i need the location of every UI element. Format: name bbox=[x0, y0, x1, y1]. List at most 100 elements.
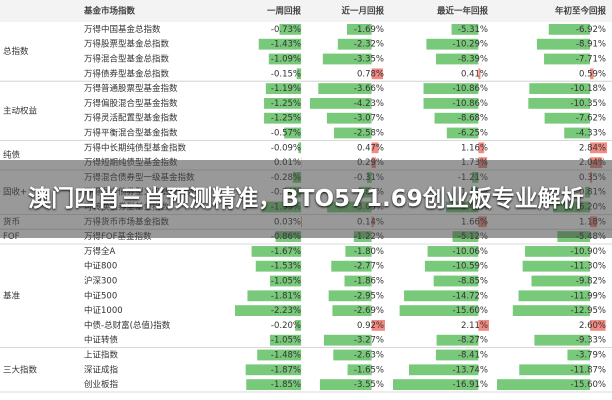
data-bar bbox=[478, 320, 489, 331]
index-name: 万得普通股票型基金指数 bbox=[84, 83, 178, 94]
index-name: 万得偏股混合型基金指数 bbox=[84, 98, 178, 109]
value-label: -4.33% bbox=[576, 129, 606, 139]
value-label: 0.92% bbox=[357, 321, 384, 331]
data-bar bbox=[264, 112, 302, 124]
data-bar bbox=[590, 320, 606, 331]
index-name: 深证成指 bbox=[84, 364, 119, 375]
index-name: 万得中国基金总指数 bbox=[84, 24, 161, 35]
value-label: 0.47% bbox=[357, 143, 384, 153]
value-label: -2.95% bbox=[354, 291, 384, 301]
data-bar bbox=[258, 38, 302, 50]
value-label: -3.55% bbox=[354, 380, 384, 390]
value-label: -3.35% bbox=[354, 55, 384, 65]
group-label: 主动权益 bbox=[3, 105, 38, 116]
data-bar bbox=[334, 127, 372, 139]
data-bar bbox=[251, 246, 302, 257]
value-label: 0.59% bbox=[579, 69, 606, 79]
index-name: 万得混合型基金总指数 bbox=[84, 54, 170, 65]
data-bar bbox=[531, 275, 591, 287]
data-bar bbox=[423, 98, 479, 109]
value-label: -10.86% bbox=[453, 99, 488, 109]
value-label: -0.15% bbox=[271, 69, 301, 79]
value-label: -1.09% bbox=[271, 55, 301, 65]
value-label: -10.90% bbox=[571, 247, 606, 257]
value-label: -7.62% bbox=[576, 114, 606, 124]
value-label: 2.11% bbox=[461, 321, 488, 331]
data-bar bbox=[332, 305, 372, 316]
value-label: -4.23% bbox=[354, 99, 384, 109]
data-bar bbox=[371, 142, 379, 154]
value-label: 0.78% bbox=[357, 69, 384, 79]
data-bar bbox=[544, 112, 591, 124]
data-bar bbox=[536, 38, 591, 50]
value-label: -3.27% bbox=[354, 336, 384, 346]
value-label: -11.99% bbox=[571, 291, 606, 301]
value-label: -11.30% bbox=[571, 262, 606, 272]
value-label: -14.72% bbox=[453, 291, 488, 301]
data-bar bbox=[310, 98, 372, 109]
value-label: -3.79% bbox=[576, 351, 606, 361]
group-label: 三大指数 bbox=[3, 364, 38, 375]
index-name: 上证指数 bbox=[84, 350, 119, 361]
value-label: -5.31% bbox=[458, 25, 488, 35]
data-bar bbox=[548, 24, 591, 35]
index-name: 中证500 bbox=[84, 290, 117, 301]
value-label: -2.23% bbox=[271, 306, 301, 316]
data-bar bbox=[525, 246, 591, 257]
index-name: 万得股票型基金总指数 bbox=[84, 39, 170, 50]
data-bar bbox=[434, 112, 479, 124]
index-name: 中债-总财富(总值)指数 bbox=[84, 320, 171, 331]
data-bar bbox=[564, 127, 591, 139]
data-bar bbox=[346, 24, 372, 35]
overlay-banner: 澳门四肖三肖预测精准，BTO571.69创业板专业解析 bbox=[0, 160, 612, 238]
value-label: 0.41% bbox=[461, 69, 488, 79]
value-label: -1.81% bbox=[271, 291, 301, 301]
value-label: -2.69% bbox=[354, 306, 384, 316]
data-bar bbox=[284, 127, 302, 139]
index-name: 沪深300 bbox=[84, 276, 117, 287]
value-label: -8.27% bbox=[458, 336, 488, 346]
data-bar bbox=[323, 334, 372, 346]
index-name: 万得平衡混合型基金指数 bbox=[84, 128, 178, 139]
data-bar bbox=[279, 24, 302, 35]
value-label: -8.41% bbox=[458, 351, 488, 361]
column-header: 年初至今回报 bbox=[555, 6, 607, 17]
data-bar bbox=[522, 260, 591, 272]
value-label: -2.32% bbox=[354, 40, 384, 50]
data-bar bbox=[371, 68, 383, 80]
data-bar bbox=[326, 112, 372, 124]
value-label: -2.63% bbox=[354, 351, 384, 361]
data-bar bbox=[433, 275, 479, 287]
value-label: -1.86% bbox=[354, 277, 384, 287]
value-label: -8.85% bbox=[458, 277, 488, 287]
value-label: -0.57% bbox=[271, 129, 301, 139]
data-bar bbox=[264, 98, 302, 109]
data-bar bbox=[528, 98, 591, 109]
column-header: 最近一年回报 bbox=[437, 6, 489, 17]
data-bar bbox=[451, 24, 479, 35]
value-label: -1.48% bbox=[271, 351, 301, 361]
overlay-title: 澳门四肖三肖预测精准，BTO571.69创业板专业解析 bbox=[28, 186, 584, 212]
index-name: 万得中长期纯债型基金指数 bbox=[84, 142, 187, 153]
group-label: 基准 bbox=[3, 290, 21, 301]
value-label: -0.09% bbox=[271, 143, 301, 153]
data-bar bbox=[347, 364, 372, 376]
value-label: -1.25% bbox=[271, 99, 301, 109]
value-label: -0.20% bbox=[271, 321, 301, 331]
value-label: -1.25% bbox=[271, 114, 301, 124]
value-label: -1.05% bbox=[271, 336, 301, 346]
index-name: 中证1000 bbox=[84, 305, 123, 316]
data-bar bbox=[519, 364, 591, 376]
data-bar bbox=[331, 260, 372, 272]
data-bar bbox=[567, 349, 591, 361]
value-label: -1.19% bbox=[271, 84, 301, 94]
data-bar bbox=[590, 142, 607, 154]
data-bar bbox=[399, 305, 479, 316]
data-bar bbox=[296, 68, 302, 80]
column-header: 近一月回报 bbox=[341, 6, 384, 17]
value-label: -1.53% bbox=[271, 262, 301, 272]
value-label: -3.66% bbox=[354, 84, 384, 94]
data-bar bbox=[269, 334, 302, 346]
value-label: -12.95% bbox=[571, 306, 606, 316]
